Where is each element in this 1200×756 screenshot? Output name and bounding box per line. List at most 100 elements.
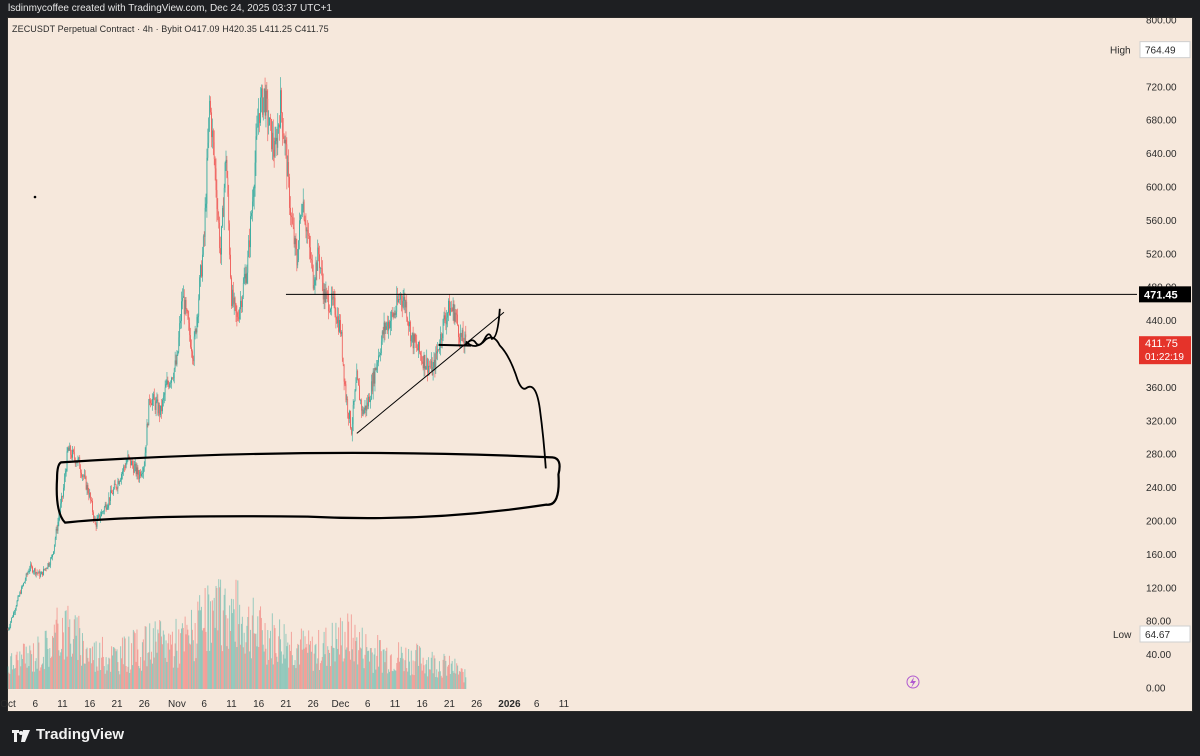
volume-bar [319, 663, 321, 689]
volume-bar [173, 656, 175, 689]
candle-body [107, 505, 109, 508]
volume-bar [117, 662, 119, 689]
candle-body [102, 511, 103, 513]
volume-bar [450, 663, 452, 689]
candle-body [371, 381, 373, 392]
volume-bar [353, 661, 355, 689]
candle-body [433, 359, 435, 368]
candle-body [254, 162, 256, 189]
volume-bar [396, 663, 398, 689]
candle-body [186, 309, 188, 312]
candle-body [214, 159, 216, 169]
candle-body [309, 235, 310, 248]
volume-bar [194, 622, 196, 689]
volume-bar [151, 651, 153, 689]
volume-bar [369, 648, 371, 689]
volume-bar [114, 648, 116, 689]
volume-bar [60, 652, 62, 689]
chart-canvas[interactable] [7, 17, 1193, 712]
candle-body [132, 461, 133, 466]
x-tick-label: 21 [444, 699, 456, 710]
candle-body [80, 468, 82, 473]
volume-bar [69, 619, 71, 689]
volume-bar [282, 654, 284, 689]
volume-bar [430, 657, 432, 689]
candle-body [122, 471, 123, 475]
candle-body [345, 384, 347, 400]
volume-bar [359, 647, 361, 689]
candle-body [452, 303, 454, 312]
candle-body [321, 268, 323, 283]
volume-bar [174, 643, 176, 689]
volume-bar [186, 624, 188, 689]
candle-body [165, 384, 167, 388]
volume-bar [435, 677, 437, 689]
candle-body [64, 473, 66, 478]
candle-body [297, 259, 299, 266]
candle-body [19, 592, 21, 596]
tradingview-logo[interactable]: TradingView [12, 726, 124, 743]
candle-body [39, 571, 41, 577]
candle-body [213, 142, 215, 160]
candle-body [250, 216, 251, 248]
candle-body [73, 452, 75, 459]
volume-bar [418, 646, 420, 689]
volume-bar [449, 673, 451, 689]
volume-bar [236, 647, 238, 689]
candle-body [133, 465, 135, 473]
volume-bar [343, 658, 345, 689]
x-tick-label: 11 [57, 699, 68, 710]
volume-bar [50, 658, 52, 689]
volume-bar [389, 671, 390, 689]
candle-body [202, 254, 203, 277]
candle-body [293, 227, 295, 245]
volume-bar [94, 671, 96, 689]
candle-body [359, 385, 360, 401]
volume-bar [264, 623, 266, 689]
candle-body [114, 483, 116, 485]
candle-body [157, 399, 159, 414]
candle-body [370, 399, 371, 403]
candle-body [281, 112, 283, 133]
candle-body [387, 322, 389, 331]
volume-bar [198, 610, 200, 689]
volume-bar [131, 643, 133, 689]
candle-body [119, 481, 121, 485]
volume-bar [103, 666, 105, 689]
y-tick-label: 120.00 [1146, 583, 1177, 594]
candle-body [352, 404, 354, 425]
candle-body [72, 449, 73, 458]
candle-body [259, 113, 260, 123]
candle-body [382, 331, 384, 335]
volume-bar [111, 655, 113, 689]
candle-body [106, 507, 108, 510]
candle-body [33, 571, 34, 573]
candle-body [329, 311, 330, 312]
volume-bar [355, 641, 357, 689]
candle-body [206, 157, 208, 204]
candle-body [341, 331, 343, 358]
candle-body [147, 423, 149, 426]
volume-bar [324, 654, 326, 689]
candle-body [115, 484, 117, 489]
candle-body [189, 322, 191, 336]
volume-bar [302, 630, 304, 689]
candle-body [398, 298, 399, 303]
candle-body [400, 294, 402, 302]
candle-body [376, 364, 378, 370]
candle-body [239, 309, 240, 320]
candle-body [69, 446, 71, 451]
candle-body [434, 359, 436, 370]
candle-body [174, 360, 176, 369]
candle-body [27, 572, 29, 575]
candle-body [34, 568, 36, 575]
volume-bar [465, 677, 467, 689]
volume-bar [188, 635, 190, 689]
candle-body [227, 177, 229, 194]
volume-bar [106, 670, 108, 689]
candle-body [318, 247, 319, 255]
volume-bar [192, 640, 194, 689]
volume-bar [197, 601, 199, 689]
volume-bar [43, 669, 45, 689]
